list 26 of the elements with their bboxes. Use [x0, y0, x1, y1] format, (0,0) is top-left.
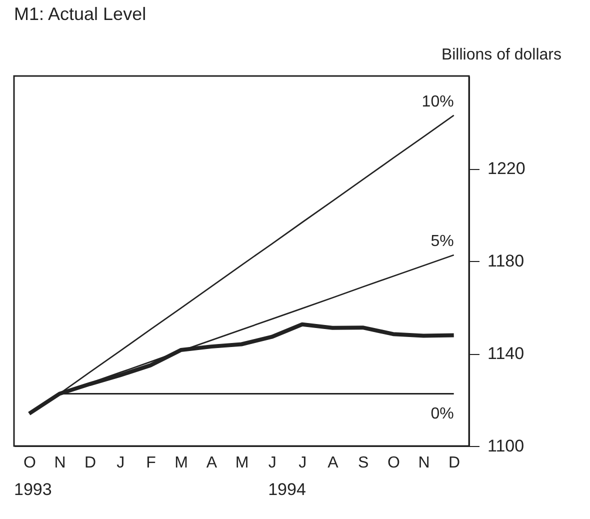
x-tick-label: M	[174, 454, 188, 472]
x-tick-label: A	[206, 454, 218, 472]
x-tick-label: J	[116, 454, 125, 472]
x-tick-label: N	[418, 454, 430, 472]
y-axis-title: Billions of dollars	[441, 46, 562, 64]
x-tick-label: O	[387, 454, 400, 472]
x-tick-label: F	[146, 454, 156, 472]
y-tick-label: 1140	[488, 344, 524, 363]
x-tick-label: D	[84, 454, 96, 472]
x-tick-label: J	[268, 454, 276, 472]
x-tick-label: J	[298, 454, 307, 472]
x-tick-label: D	[448, 454, 460, 472]
x-tick-label: S	[358, 454, 369, 472]
text: 1994	[268, 480, 306, 499]
x-tick-label: O	[23, 454, 36, 472]
y-tick-label: 1100	[488, 436, 524, 456]
y-tick-label: 1180	[488, 252, 524, 270]
series-label: 10%	[422, 93, 454, 110]
y-tick-label: 1220	[488, 159, 526, 178]
series-label: 5%	[430, 232, 454, 250]
chart-title: M1: Actual Level	[14, 4, 146, 24]
x-tick-label: N	[54, 454, 66, 472]
x-tick-label: A	[328, 454, 339, 472]
x-tick-label: M	[235, 454, 249, 472]
series-label: 0%	[430, 406, 454, 423]
text: 1993	[14, 480, 52, 499]
